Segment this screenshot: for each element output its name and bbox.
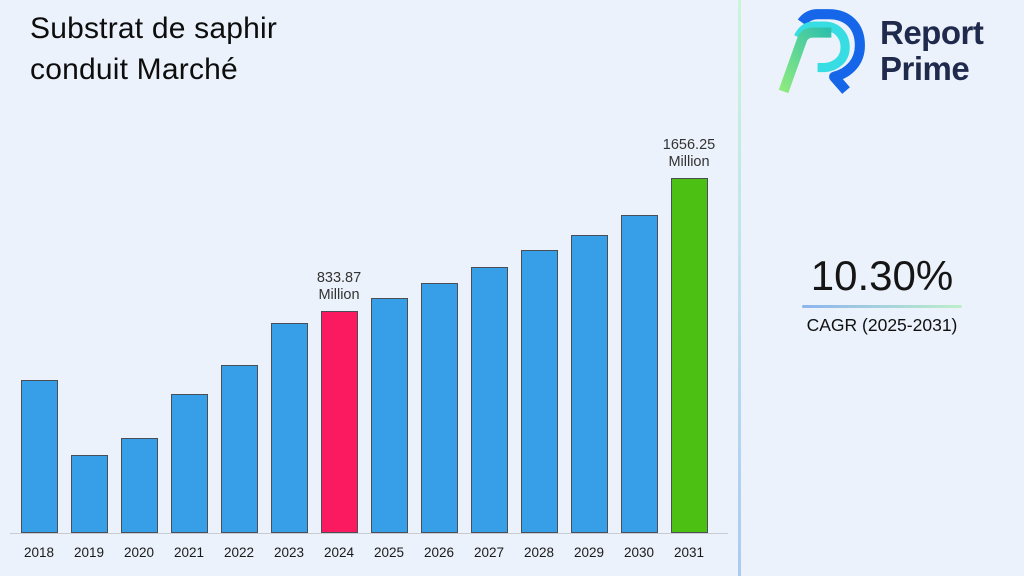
bar-column-2019: 2019: [64, 455, 114, 560]
cagr-block: 10.30% CAGR (2025-2031): [740, 252, 1024, 336]
bar-2020: [120, 438, 158, 533]
bar-column-2024: 833.87 Million 2024: [314, 270, 364, 560]
bar-2028: [520, 250, 558, 533]
bar-column-2022: 2022: [214, 365, 264, 560]
logo-wordmark: Report Prime: [880, 14, 984, 87]
bar-2019: [70, 455, 108, 533]
bar-column-2021: 2021: [164, 394, 214, 560]
bar-column-2026: 2026: [414, 283, 464, 560]
value-label-2024: 833.87 Million: [316, 270, 362, 303]
bar-2027: [470, 267, 508, 533]
bar-2024: [320, 311, 358, 533]
cagr-underline: [802, 305, 962, 308]
bar-2018: [20, 380, 58, 533]
title-line-1: Substrat de saphir: [30, 12, 278, 45]
report-prime-logo-icon: [778, 9, 865, 94]
x-tick-2028: 2028: [523, 545, 555, 560]
x-tick-2031: 2031: [673, 545, 705, 560]
bar-2025: [370, 298, 408, 533]
x-tick-2029: 2029: [573, 545, 605, 560]
x-tick-2021: 2021: [173, 545, 205, 560]
bar-2022: [220, 365, 258, 533]
x-tick-2025: 2025: [373, 545, 405, 560]
bar-2030: [620, 215, 658, 533]
report-prime-logo: Report Prime: [778, 6, 984, 96]
page-title: Substrat de saphir conduit Marché: [30, 8, 277, 90]
x-tick-2027: 2027: [473, 545, 505, 560]
bar-2031: [670, 178, 708, 533]
value-label-2031: 1656.25 Million: [662, 137, 716, 170]
x-tick-2023: 2023: [273, 545, 305, 560]
x-axis-baseline: [10, 533, 728, 534]
bar-column-2030: 2030: [614, 215, 664, 560]
vertical-divider: [738, 0, 741, 576]
bar-column-2018: 2018: [14, 380, 64, 560]
x-tick-2019: 2019: [73, 545, 105, 560]
cagr-value: 10.30%: [810, 252, 954, 299]
bar-column-2029: 2029: [564, 235, 614, 560]
logo-word-report: Report: [880, 14, 984, 51]
x-tick-2020: 2020: [123, 545, 155, 560]
title-line-2: conduit Marché: [30, 53, 238, 86]
logo-word-prime: Prime: [880, 50, 970, 87]
x-tick-2024: 2024: [323, 545, 355, 560]
bar-2026: [420, 283, 458, 533]
bar-column-2025: 2025: [364, 298, 414, 560]
bar-column-2031: 1656.25 Million 2031: [663, 137, 715, 560]
x-tick-2018: 2018: [23, 545, 55, 560]
bar-column-2027: 2027: [464, 267, 514, 560]
bar-column-2023: 2023: [264, 323, 314, 560]
x-tick-2022: 2022: [223, 545, 255, 560]
bar-column-2020: 2020: [114, 438, 164, 560]
bar-2023: [270, 323, 308, 533]
bar-column-2028: 2028: [514, 250, 564, 560]
bar-2021: [170, 394, 208, 533]
cagr-label: CAGR (2025-2031): [806, 315, 958, 335]
x-tick-2030: 2030: [623, 545, 655, 560]
bar-2029: [570, 235, 608, 533]
bar-chart: 2018 2019 2020 2021 2022 2023 833.87 Million 202…: [14, 137, 715, 560]
x-tick-2026: 2026: [423, 545, 455, 560]
